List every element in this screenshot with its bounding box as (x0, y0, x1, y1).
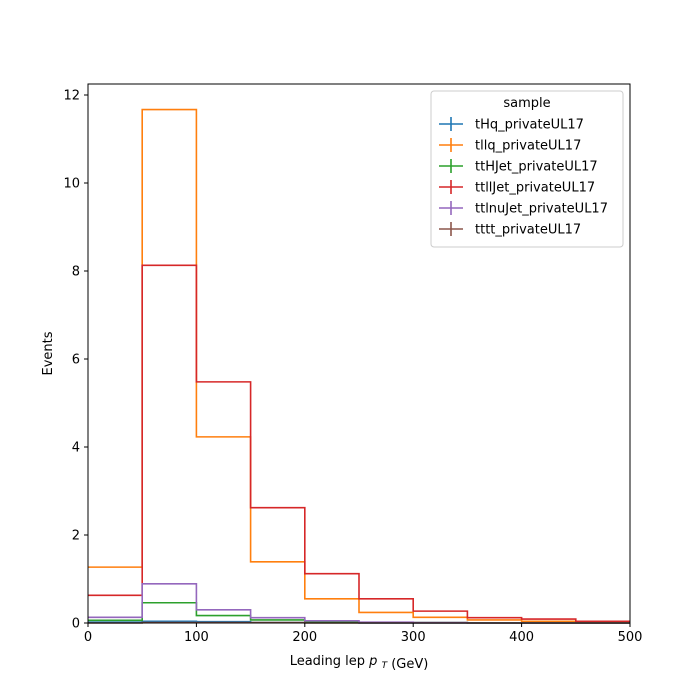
legend-box (430, 90, 624, 248)
legend-item-ttllJet_privateUL17: ttllJet_privateUL17 (439, 180, 595, 196)
legend: sample tHq_privateUL17 tllq_privateUL17tt… (430, 90, 624, 248)
legend-item-tttt_privateUL17: tttt_privateUL17 (439, 222, 581, 238)
y-tick-label: 0 (72, 617, 80, 632)
legend-item-ttlnuJet_privateUL17: ttlnuJet_privateUL17 (439, 201, 608, 217)
legend-item-tllq_privateUL17: tllq_privateUL17 (439, 138, 581, 154)
x-axis-label-subscript: T (382, 661, 389, 671)
plot-frame (87, 83, 631, 624)
x-axis-label-text: Leading lep (290, 654, 365, 669)
x-tick-label: 400 (509, 630, 534, 645)
x-axis-label-symbol: p (368, 654, 377, 669)
x-axis-ticks: 0 100 200 300 400 500 (84, 623, 643, 645)
y-tick-label: 2 (72, 529, 80, 544)
legend-label: ttHJet_privateUL17 (475, 160, 598, 175)
series-step-ttllJet_privateUL17 (88, 264, 630, 623)
legend-title: sample (503, 96, 550, 111)
x-axis-label: Leading lep p T (GeV) (290, 654, 429, 672)
x-axis-label-unit: (GeV) (391, 657, 428, 672)
legend-items: tHq_privateUL17 tllq_privateUL17 ttHJet_pr… (439, 117, 608, 238)
x-tick-label: 300 (401, 630, 426, 645)
legend-item-ttHJet_privateUL17: ttHJet_privateUL17 (439, 159, 598, 175)
legend-label: tttt_privateUL17 (475, 223, 581, 238)
x-tick-label: 100 (184, 630, 209, 645)
legend-item-tHq_privateUL17: tHq_privateUL17 (439, 117, 584, 133)
x-tick-label: 0 (84, 630, 92, 645)
y-tick-label: 12 (63, 89, 80, 104)
y-tick-label: 4 (72, 441, 80, 456)
y-axis-label: Events (41, 331, 56, 375)
legend-label: ttlnuJet_privateUL17 (475, 202, 608, 217)
legend-label: tllq_privateUL17 (475, 139, 581, 154)
series-step-tllq_privateUL17 (88, 108, 630, 623)
y-tick-label: 6 (72, 353, 80, 368)
x-tick-label: 500 (618, 630, 643, 645)
y-tick-label: 10 (63, 177, 80, 192)
y-tick-label: 8 (72, 265, 80, 280)
y-axis-ticks: 0 2 4 6 8 10 12 (63, 89, 88, 632)
legend-label: ttllJet_privateUL17 (475, 181, 595, 196)
x-tick-label: 200 (292, 630, 317, 645)
legend-label: tHq_privateUL17 (475, 118, 584, 133)
